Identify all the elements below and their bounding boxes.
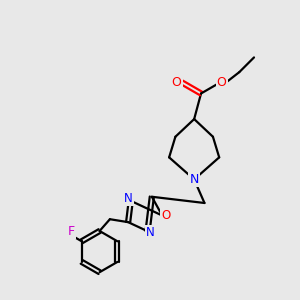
Text: O: O: [161, 209, 170, 222]
Text: O: O: [217, 76, 226, 89]
Text: N: N: [190, 173, 199, 186]
Text: N: N: [124, 192, 133, 205]
Text: F: F: [68, 225, 75, 239]
Text: O: O: [172, 76, 182, 89]
Text: N: N: [146, 226, 154, 239]
